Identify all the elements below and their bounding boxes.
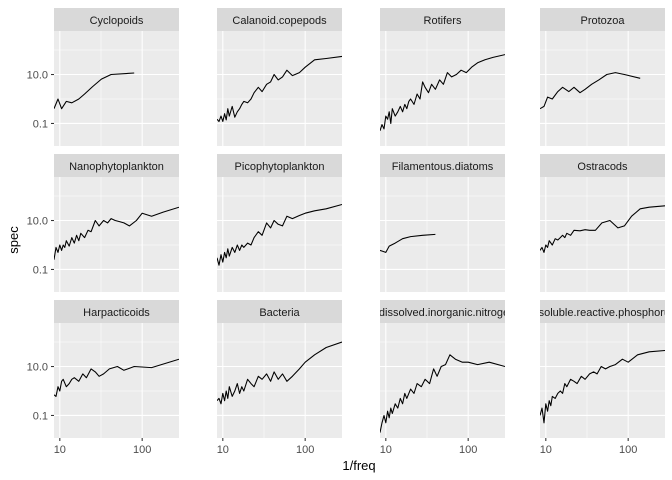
- facet-panel: Filamentous.diatoms: [380, 154, 505, 292]
- facet-strip: [217, 8, 342, 31]
- spectrum-line: [380, 233, 436, 253]
- spectrum-line: [380, 54, 505, 131]
- facet-panel: Calanoid.copepods: [217, 8, 342, 146]
- facet-panel: Harpacticoids 0.1 10.0 10 100: [27, 300, 179, 456]
- facet-panel: ...soluble.reactive.phosphorus 10 100: [529, 300, 672, 456]
- facet-title: ...soluble.reactive.phosphorus: [529, 307, 672, 319]
- facet-title: Cyclopoids: [90, 15, 144, 27]
- facet-plot-area: [380, 177, 505, 292]
- facet-panel: ...dissolved.inorganic.nitrogen 10 100: [370, 300, 516, 456]
- facet-plot-area: [54, 31, 179, 146]
- facet-strip: [217, 154, 342, 177]
- facet-strip: [380, 154, 505, 177]
- spectrum-line: [217, 341, 342, 405]
- spectrum-line: [217, 55, 342, 123]
- spectrum-line: [217, 203, 342, 266]
- facet-panel: Nanophytoplankton 0.1 10.0: [27, 154, 179, 292]
- facet-title: Rotifers: [424, 15, 462, 27]
- facet-panel: Rotifers: [380, 8, 505, 146]
- x-tick-label: 10: [217, 444, 229, 456]
- facet-plot-area: [380, 31, 505, 146]
- facet-title: Nanophytoplankton: [69, 161, 164, 173]
- facet-strip: [540, 8, 665, 31]
- x-axis-title: 1/freq: [342, 458, 375, 473]
- facet-plot-area: [54, 177, 179, 292]
- facet-title: Harpacticoids: [83, 307, 150, 319]
- facet-strip: [54, 8, 179, 31]
- facet-plot-area: [380, 323, 505, 438]
- spectrum-line: [54, 206, 179, 260]
- spectrum-line: [540, 349, 665, 424]
- x-tick-label: 10: [380, 444, 392, 456]
- spectrum-line: [54, 72, 135, 110]
- facet-title: Picophytoplankton: [235, 161, 325, 173]
- x-tick-label: 100: [619, 444, 637, 456]
- facet-panels: Cyclopoids 0.1 10.0 Calanoid.copepods Rotife…: [27, 8, 672, 456]
- facet-panel: Picophytoplankton: [217, 154, 342, 292]
- facet-panel: Cyclopoids 0.1 10.0: [27, 8, 179, 146]
- spectrum-line: [540, 205, 665, 253]
- facet-plot-area: [54, 323, 179, 438]
- x-tick-label: 100: [133, 444, 151, 456]
- facet-title: Ostracods: [577, 161, 628, 173]
- y-axis-title: spec: [6, 226, 21, 254]
- facet-title: Bacteria: [259, 307, 300, 319]
- facet-strip: [540, 154, 665, 177]
- facet-title: Protozoa: [580, 15, 625, 27]
- facet-strip: [54, 154, 179, 177]
- facet-plot-area: [540, 177, 665, 292]
- spectrum-line: [540, 72, 641, 110]
- y-tick-label: 0.1: [33, 118, 48, 130]
- facet-plot-area: [217, 323, 342, 438]
- facet-strip: [54, 300, 179, 323]
- y-tick-label: 0.1: [33, 410, 48, 422]
- facet-plot-area: [217, 177, 342, 292]
- facet-panel: Protozoa: [540, 8, 665, 146]
- facet-strip: [380, 300, 505, 323]
- spectrum-line: [380, 354, 505, 433]
- y-tick-label: 10.0: [27, 70, 48, 82]
- y-tick-label: 10.0: [27, 362, 48, 374]
- facet-plot-area: [217, 31, 342, 146]
- facet-title: Calanoid.copepods: [232, 15, 327, 27]
- y-tick-label: 0.1: [33, 264, 48, 276]
- spectrum-line: [54, 358, 179, 397]
- facet-strip: [380, 8, 505, 31]
- y-tick-label: 10.0: [27, 216, 48, 228]
- facet-title: Filamentous.diatoms: [392, 161, 494, 173]
- x-tick-label: 100: [296, 444, 314, 456]
- x-tick-label: 10: [54, 444, 66, 456]
- facet-plot-area: [540, 31, 665, 146]
- facet-plot-area: [540, 323, 665, 438]
- facet-strip: [540, 300, 665, 323]
- x-tick-label: 100: [459, 444, 477, 456]
- facet-panel: Ostracods: [540, 154, 665, 292]
- facet-title: ...dissolved.inorganic.nitrogen: [370, 307, 516, 319]
- facet-strip: [217, 300, 342, 323]
- x-tick-label: 10: [540, 444, 552, 456]
- facet-panel: Bacteria 10 100: [217, 300, 342, 456]
